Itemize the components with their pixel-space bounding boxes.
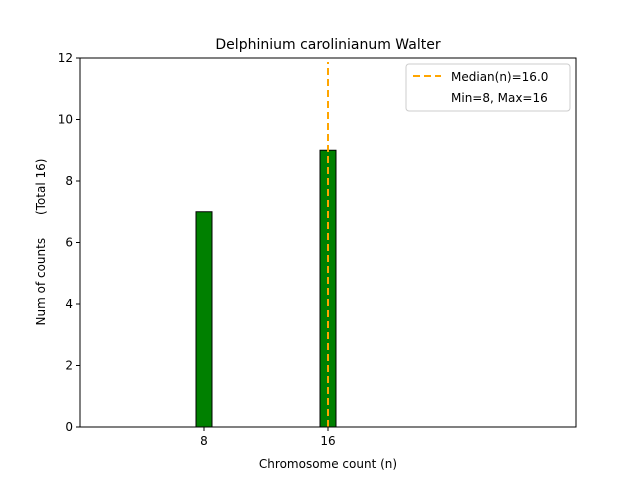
legend: Median(n)=16.0 Min=8, Max=16 (405, 63, 571, 112)
bar-8 (195, 211, 213, 428)
legend-median-label: Median(n)=16.0 (451, 70, 548, 84)
y-tick-label: 8 (65, 174, 73, 188)
x-tick-label: 16 (320, 434, 335, 448)
y-tick-label: 12 (58, 51, 73, 65)
legend-box (405, 63, 571, 112)
y-axis-ticks: 0 2 4 6 8 10 12 (58, 51, 80, 434)
legend-range-label: Min=8, Max=16 (451, 91, 548, 105)
y-tick-label: 2 (65, 359, 73, 373)
x-axis-label: Chromosome count (n) (259, 457, 397, 471)
x-axis-ticks: 8 16 (200, 427, 336, 448)
y-axis-label: Num of counts (Total 16) (34, 159, 48, 326)
y-tick-label: 10 (58, 113, 73, 127)
y-tick-label: 0 (65, 420, 73, 434)
y-tick-label: 6 (65, 236, 73, 250)
y-tick-label: 4 (65, 297, 73, 311)
x-tick-label: 8 (200, 434, 208, 448)
chart-title: Delphinium carolinianum Walter (215, 37, 440, 53)
